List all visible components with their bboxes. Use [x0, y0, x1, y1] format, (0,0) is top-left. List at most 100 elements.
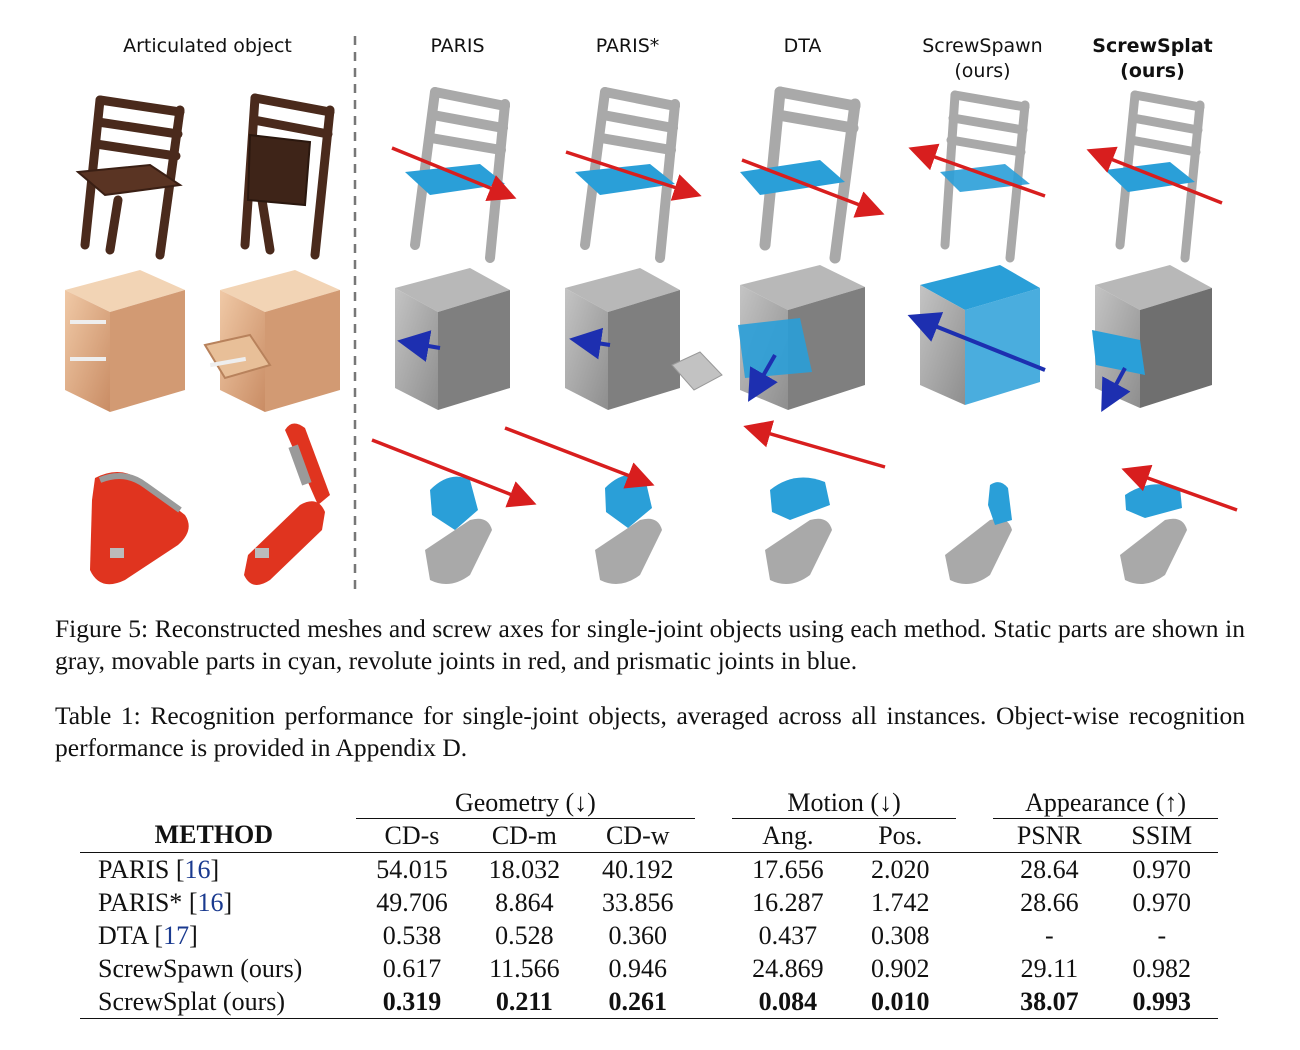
cell-cd-s: 54.015 [376, 854, 448, 884]
table-row: ScrewSpawn (ours) 0.617 11.566 0.946 24.869 0… [80, 952, 1218, 985]
citation-link[interactable]: 17 [163, 920, 190, 950]
table-caption: Table 1: Recognition performance for sin… [55, 701, 1245, 762]
header-articulated-object: Articulated object [123, 35, 292, 57]
cell-cd-w: 0.946 [608, 953, 667, 983]
cabinet-articulated-open [203, 270, 340, 412]
table-row: ScrewSplat (ours) 0.319 0.211 0.261 0.084 0.0… [80, 985, 1218, 1019]
column-header-row: METHOD CD-s CD-m CD-w Ang. Pos. PSNR SSI… [80, 818, 1218, 853]
cell-pos: 2.020 [870, 854, 930, 884]
cell-pos: 0.010 [844, 985, 957, 1019]
chair-dta [740, 86, 885, 264]
cell-pos: 1.742 [870, 887, 930, 917]
cell-pos: 0.308 [870, 920, 930, 950]
cell-ang: 0.437 [758, 920, 818, 950]
cell-cd-w: 40.192 [601, 854, 674, 884]
cell-cd-m: 8.864 [495, 887, 554, 917]
header-paris-star: PARIS* [595, 35, 660, 57]
cell-cd-m: 11.566 [489, 953, 560, 983]
cell-ssim: 0.982 [1132, 953, 1192, 983]
figure-caption: Figure 5: Reconstructed meshes and screw… [55, 614, 1245, 675]
cell-pos: 0.902 [870, 953, 930, 983]
header-screwspawn: ScrewSpawn (ours) [900, 34, 1065, 84]
header-paris: PARIS [430, 35, 485, 57]
header-screwsplat-line1: ScrewSplat [1092, 35, 1213, 57]
method-label: DTA [98, 920, 148, 950]
method-label: ScrewSplat (ours) [98, 986, 286, 1016]
header-screwsplat: ScrewSplat (ours) [1080, 34, 1225, 84]
chair-articulated-open [240, 93, 335, 260]
header-cd-w: CD-w [580, 818, 695, 853]
method-label: ScrewSpawn (ours) [98, 953, 303, 983]
cell-cd-s: 0.319 [355, 985, 469, 1019]
stapler-dta [743, 420, 886, 584]
cell-cd-m: 0.528 [495, 920, 554, 950]
stapler-paris [371, 438, 537, 584]
cell-psnr: - [1045, 920, 1054, 950]
cell-cd-m: 18.032 [488, 854, 561, 884]
cell-cd-m: 0.211 [468, 985, 581, 1019]
table-1: Geometry (↓) Motion (↓) Appearance (↑) M… [80, 782, 1220, 1019]
cell-ssim: - [1157, 920, 1167, 950]
header-screwspawn-line2: (ours) [954, 60, 1011, 82]
method-name: DTA [17] [98, 920, 198, 950]
method-label: PARIS* [98, 887, 183, 917]
header-cd-m: CD-m [468, 818, 581, 853]
figure-5: Articulated object PARIS PARIS* DTA Scre… [65, 34, 1238, 592]
cabinet-articulated-closed [65, 270, 185, 412]
method-label: PARIS [98, 854, 170, 884]
cabinet-paris-star [565, 268, 723, 410]
cell-ang: 0.084 [731, 985, 845, 1019]
cell-ssim: 0.970 [1132, 854, 1192, 884]
cell-cd-s: 49.706 [376, 887, 448, 917]
cell-cd-w: 0.360 [608, 920, 667, 950]
chair-paris [391, 87, 517, 263]
group-appearance: Appearance (↑) [993, 782, 1218, 819]
cell-cd-w: 33.856 [601, 887, 674, 917]
cell-psnr: 29.11 [1020, 953, 1079, 983]
table-row: PARIS* [16] 49.706 8.864 33.856 16.287 1.742 2… [80, 886, 1218, 919]
stapler-articulated-closed [90, 471, 189, 585]
cabinet-screwsplat [1092, 265, 1212, 413]
method-name: PARIS [16] [98, 854, 220, 884]
cell-cd-w: 0.261 [580, 985, 695, 1019]
stapler-screwsplat [1120, 464, 1238, 584]
header-screwsplat-line2: (ours) [1120, 60, 1185, 82]
cell-ang: 17.656 [752, 854, 824, 884]
cell-psnr: 28.66 [1020, 887, 1079, 917]
cell-cd-s: 0.617 [382, 953, 442, 983]
cell-ssim: 0.970 [1132, 887, 1192, 917]
header-method: METHOD [80, 818, 348, 853]
header-dta: DTA [783, 35, 822, 57]
method-name: ScrewSplat (ours) [80, 985, 348, 1019]
figure-renders [65, 36, 1238, 592]
method-name: PARIS* [16] [98, 887, 233, 917]
cabinet-paris [395, 268, 510, 410]
table-row: DTA [17] 0.538 0.528 0.360 0.437 0.308 - - [80, 919, 1218, 952]
citation-link[interactable]: 16 [184, 854, 211, 884]
group-header-row: Geometry (↓) Motion (↓) Appearance (↑) [80, 782, 1218, 819]
stapler-articulated-open [244, 423, 330, 585]
cell-ang: 24.869 [752, 953, 824, 983]
cabinet-dta [738, 265, 865, 410]
cell-psnr: 38.07 [993, 985, 1106, 1019]
header-screwspawn-line1: ScrewSpawn [922, 35, 1043, 57]
header-cd-s: CD-s [355, 818, 469, 853]
group-motion: Motion (↓) [731, 782, 957, 819]
header-pos: Pos. [844, 818, 957, 853]
header-ang: Ang. [731, 818, 845, 853]
table-row: PARIS [16] 54.015 18.032 40.192 17.656 2.020 2… [80, 853, 1218, 887]
stapler-paris-star [504, 426, 662, 584]
cell-ang: 16.287 [752, 887, 824, 917]
cell-cd-s: 0.538 [382, 920, 442, 950]
group-geometry: Geometry (↓) [355, 782, 695, 819]
citation-link[interactable]: 16 [197, 887, 224, 917]
chair-paris-star [565, 87, 702, 263]
header-ssim: SSIM [1105, 818, 1218, 853]
chair-screwsplat [1086, 90, 1223, 263]
results-table: Geometry (↓) Motion (↓) Appearance (↑) M… [80, 782, 1218, 1019]
cell-ssim: 0.993 [1105, 985, 1218, 1019]
method-name: ScrewSpawn (ours) [80, 952, 348, 985]
cell-psnr: 28.64 [1020, 854, 1079, 884]
chair-screwspawn [908, 90, 1046, 263]
stapler-screwspawn [945, 482, 1012, 584]
